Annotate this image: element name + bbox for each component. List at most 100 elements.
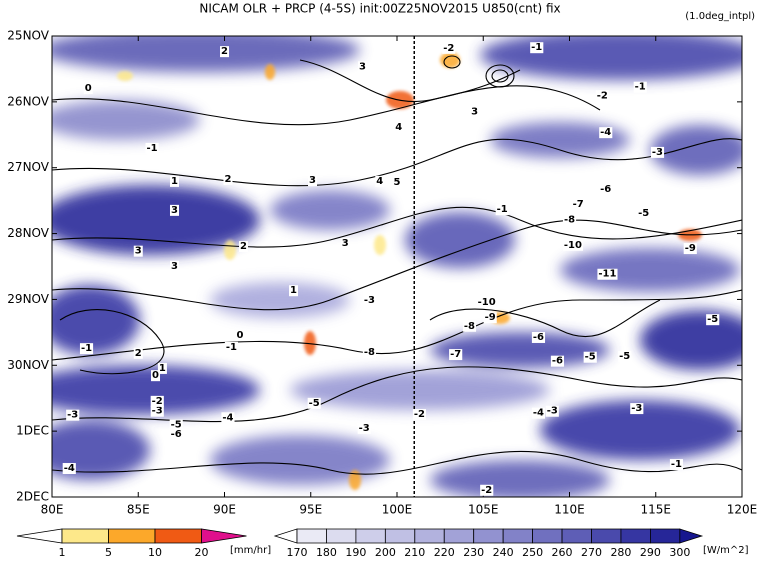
contour-label-bg xyxy=(151,370,161,382)
colorbar-swatch xyxy=(108,528,156,544)
contour-label: 3 xyxy=(342,238,349,249)
colorbar-tick-label: 270 xyxy=(581,546,602,559)
contour-label-bg xyxy=(362,347,376,359)
contour-label-bg xyxy=(462,320,477,332)
colorbar-swatch xyxy=(532,528,563,544)
y-tick-label: 29NOV xyxy=(7,292,49,306)
contour-label: -1 xyxy=(81,343,92,354)
colorbar-swatch xyxy=(384,528,416,544)
shading xyxy=(52,36,742,497)
contour-label-bg xyxy=(562,239,584,251)
contour-label: -1 xyxy=(635,82,646,93)
contour-label-bg xyxy=(683,243,697,255)
colorbar-swatch xyxy=(355,528,386,544)
contour-label: 1 xyxy=(159,363,166,374)
contour-label-bg xyxy=(442,42,456,54)
contour-label: -9 xyxy=(685,243,696,254)
contour-label: -8 xyxy=(564,215,575,226)
contour-label: -4 xyxy=(222,412,233,423)
contour-label: -6 xyxy=(600,184,611,195)
contour-label: -8 xyxy=(464,321,475,332)
contour-label: -5 xyxy=(619,351,630,362)
colorbar-tick-label: 1 xyxy=(59,546,66,559)
contour-label: -5 xyxy=(309,398,320,409)
colorbar-tick-label: 180 xyxy=(316,546,337,559)
contour-label-bg xyxy=(706,314,720,326)
contour-label-bg xyxy=(224,341,238,353)
contour-label-bg xyxy=(531,331,546,343)
contour-label: 4 xyxy=(395,122,402,133)
x-tick-label: 95E xyxy=(299,503,322,517)
colorbar-tick-label: 280 xyxy=(610,546,631,559)
contour-label: -2 xyxy=(481,485,492,496)
contour-label-bg xyxy=(650,146,665,158)
contour-label-bg xyxy=(412,409,427,421)
contour-label: -11 xyxy=(598,269,616,280)
contour-label-bg xyxy=(238,241,248,253)
contour-label-bg xyxy=(169,419,183,431)
contour-label: -1 xyxy=(146,143,157,154)
contour-label: 0 xyxy=(237,330,244,341)
contour-label: 0 xyxy=(152,370,159,381)
colorbar-swatch xyxy=(650,528,681,544)
contour-label-bg xyxy=(289,285,299,297)
y-tick-label: 26NOV xyxy=(7,94,49,108)
contour-label-bg xyxy=(150,405,164,417)
contour-label-bg xyxy=(562,214,577,226)
contour-label: 3 xyxy=(359,61,366,72)
contour-label: -5 xyxy=(638,208,649,219)
contour-label-bg xyxy=(357,422,371,434)
contour-label-bg xyxy=(531,407,546,419)
colorbar-swatch xyxy=(561,528,592,544)
contour-label-bg xyxy=(476,297,497,309)
contour-label-bg xyxy=(157,362,167,374)
colorbar-tick-label: 290 xyxy=(640,546,661,559)
contour-label-bg xyxy=(583,351,597,363)
contour-label: -1 xyxy=(531,42,542,53)
colorbar-unit: [mm/hr] xyxy=(230,545,271,556)
contour-label-bg xyxy=(362,295,376,307)
contour-label: -3 xyxy=(652,147,663,158)
contour-label: -2 xyxy=(414,409,425,420)
contour-label: 2 xyxy=(240,241,247,252)
contour-label-bg xyxy=(394,121,404,133)
contour-label: 2 xyxy=(221,46,228,57)
contour-label-bg xyxy=(79,343,94,355)
contour-label-bg xyxy=(375,175,385,187)
contour-label: 3 xyxy=(171,205,178,216)
contour-label: 1 xyxy=(290,285,297,296)
contour-label: -1 xyxy=(671,459,682,470)
colorbar-tick-label: 210 xyxy=(404,546,425,559)
contour-label-bg xyxy=(83,83,93,95)
y-tick-label: 2DEC xyxy=(16,490,49,504)
contour-label-bg xyxy=(133,245,143,257)
y-tick-label: 30NOV xyxy=(7,358,49,372)
contour-label-bg xyxy=(62,463,76,475)
contour-label: -3 xyxy=(152,406,163,417)
contour-label-bg xyxy=(483,312,497,324)
contour-label: -4 xyxy=(600,127,611,138)
contour-label: -5 xyxy=(171,420,182,431)
contour-label-bg xyxy=(669,459,684,471)
x-tick-label: 105E xyxy=(468,503,499,517)
x-tick-label: 120E xyxy=(727,503,758,517)
colorbar-swatch xyxy=(414,528,445,544)
colorbar-swatch xyxy=(154,528,202,544)
contour-label: -3 xyxy=(547,406,558,417)
colorbar-tick-label: 20 xyxy=(195,546,209,559)
contour-label-bg xyxy=(307,397,321,409)
colorbar-swatch xyxy=(273,528,298,544)
x-tick-label: 85E xyxy=(127,503,150,517)
contour-label: -10 xyxy=(478,297,496,308)
contour-label-bg xyxy=(223,173,233,185)
contour-label-bg xyxy=(307,175,317,187)
x-tick-label: 100E xyxy=(382,503,413,517)
contour-label: -3 xyxy=(364,295,375,306)
contour-label: 4 xyxy=(376,176,383,187)
contour-label-bg xyxy=(133,347,143,359)
x-tick-label: 80E xyxy=(41,503,64,517)
contour-label-bg xyxy=(150,395,164,407)
colorbar-swatch xyxy=(201,528,247,544)
colorbar-tick-label: 300 xyxy=(669,546,690,559)
